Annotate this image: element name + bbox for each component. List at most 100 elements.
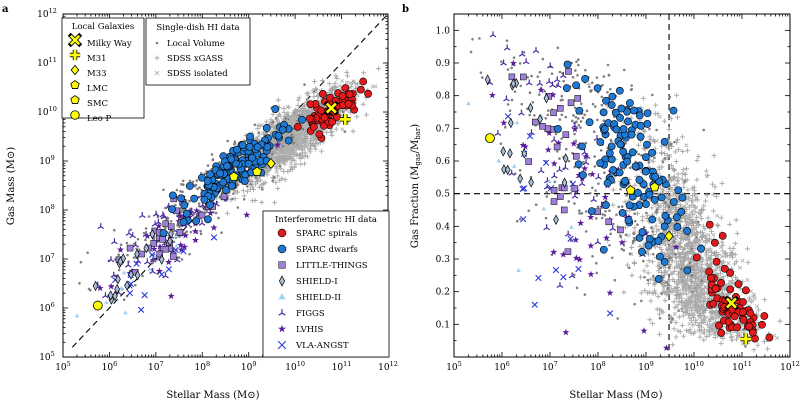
lvhis-point [165,258,173,266]
local-volume-point [527,209,531,213]
xgass-point [277,177,283,183]
xgass-point [733,217,739,223]
local-volume-point [169,219,173,223]
local-volume-point [654,210,658,214]
xgass-point [638,290,644,296]
vla-angst-point [504,113,512,120]
sparc-dwarf-point [274,131,283,140]
legend-label-lmc: LMC [87,84,108,94]
sparc-dwarf-point [643,120,652,128]
shield-i-point [517,173,523,184]
sparc-dwarf-point [563,60,572,69]
isolated-point [668,153,673,158]
lvhis-point [545,129,553,136]
panel-a-xtick-label: 107 [148,360,164,373]
figgs-point [138,212,146,219]
isolated-point [285,104,290,109]
local-volume-point [141,274,144,278]
xgass-point [720,242,726,248]
sparc-dwarf-point [678,193,687,202]
xgass-point [685,187,691,193]
sparc-dwarf-point [227,155,236,164]
xgass-point [683,310,689,316]
sparc-dwarf-point [263,143,272,151]
local-volume-point [622,248,626,252]
isolated-point [674,263,680,268]
local-volume-point [246,185,249,188]
legend-label-lvhis: LVHIS [296,325,324,335]
xgass-point [695,283,701,289]
xgass-point [684,291,690,297]
local-volume-point [242,197,246,201]
sparc-dwarf-point [603,179,612,188]
isolated-point [674,239,679,244]
xgass-point [718,215,724,221]
xgass-point [234,189,240,195]
legend-marker-local-volume [155,41,159,45]
sparc-spiral-point [726,269,735,277]
little-things-point [605,218,612,226]
local-volume-point [564,115,568,119]
xgass-point [686,240,692,246]
legend-single-title: Single-dish HI data [156,23,239,33]
isolated-point [693,281,698,286]
xgass-point [704,334,710,340]
xgass-point [690,212,696,218]
xgass-point [678,244,684,250]
isolated-point [269,124,275,129]
local-volume-point [162,188,165,192]
legend-single-markers [154,41,160,76]
local-volume-point [530,74,533,78]
local-volume-point [628,252,632,256]
xgass-point [282,177,288,183]
isolated-point [684,143,689,148]
xgass-point [291,157,297,163]
local-volume-point [119,243,123,247]
isolated-point [340,127,345,132]
xgass-point [661,289,667,295]
local-galaxy-lmc [649,181,660,192]
sparc-spiral-point [726,285,735,294]
xgass-point [707,237,713,243]
figgs-point [107,256,115,263]
local-galaxy-lmc [252,166,262,176]
local-volume-point [632,232,636,235]
shield-ii-point [569,224,574,229]
isolated-point [685,255,690,260]
local-volume-point [78,281,81,285]
xgass-point [360,101,366,107]
little-things-point [126,244,134,252]
sparc-dwarf-point [635,175,644,184]
xgass-point [650,290,656,296]
local-volume-point [560,137,563,140]
isolated-point [301,155,306,160]
xgass-point [703,198,709,204]
local-volume-point [481,76,484,79]
xgass-point [686,329,692,335]
local-volume-point [254,175,258,179]
xgass-point [679,322,685,328]
little-things-point [572,152,580,160]
sparc-dwarf-point [203,177,212,185]
isolated-point [294,146,299,151]
xgass-point [708,309,714,315]
sparc-dwarf-point [596,138,605,146]
local-volume-point [189,225,193,229]
local-volume-point [564,147,568,151]
local-volume-point [628,166,632,170]
isolated-point [654,139,659,144]
sparc-spiral-point [760,312,769,320]
vla-angst-point [526,133,534,140]
sparc-dwarf-point [605,149,614,158]
isolated-point [714,254,719,259]
isolated-point [669,226,675,231]
vla-angst-point [165,266,173,273]
xgass-point [681,246,687,252]
isolated-point [711,324,716,329]
isolated-point [299,134,305,139]
isolated-point [693,242,698,247]
legend-label-little-things: LITTLE-THINGS [296,261,368,271]
xgass-point [730,245,736,251]
local-volume-point [592,130,596,134]
legend-interf-markers [277,228,287,350]
